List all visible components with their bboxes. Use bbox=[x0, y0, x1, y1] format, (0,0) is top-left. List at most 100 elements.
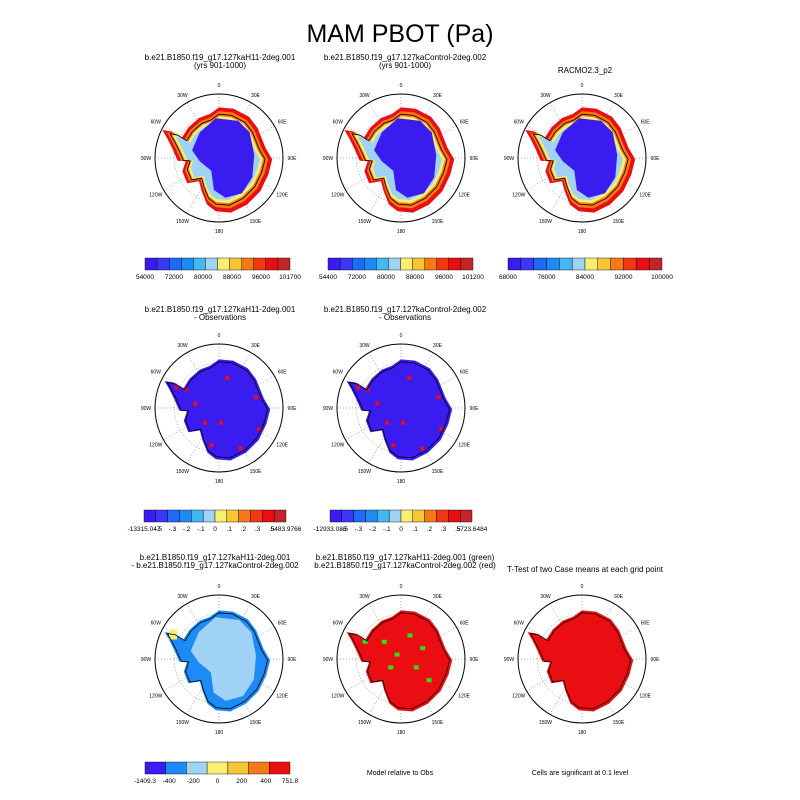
diff-cell-p4 bbox=[174, 385, 179, 390]
ring-label: 60E bbox=[278, 120, 288, 126]
ring-label: 180 bbox=[215, 730, 224, 736]
diff-cell-p4 bbox=[203, 420, 207, 425]
colorbar-label: 100000 bbox=[651, 274, 673, 281]
panel-title-p6: b.e21.B1850.f19_g17.127kaH11-2deg.001- b… bbox=[131, 553, 299, 570]
map-border-p1 bbox=[154, 93, 284, 223]
colorbar-box bbox=[448, 257, 462, 271]
ring-label: 120W bbox=[331, 694, 344, 700]
colorbar-label: 68000 bbox=[499, 274, 517, 281]
ring-label: 120W bbox=[149, 694, 162, 700]
ring-label: 60W bbox=[151, 370, 162, 376]
colorbar-box bbox=[400, 257, 413, 271]
colorbar-box bbox=[424, 257, 438, 271]
ring-label: 180 bbox=[215, 229, 224, 235]
ring-label: 150E bbox=[250, 720, 262, 726]
colorbar-box bbox=[144, 761, 166, 775]
colorbar-box bbox=[167, 509, 180, 523]
panel-title-p7: b.e21.B1850.f19_g17.127kaH11-2deg.001 (g… bbox=[314, 553, 496, 570]
panel-title-p1: b.e21.B1850.f19_g17.127kaH11-2deg.001 (yr… bbox=[144, 53, 296, 70]
diff-cell-p5 bbox=[439, 427, 444, 432]
diff-cell-p5 bbox=[375, 401, 380, 406]
colorbar-box bbox=[436, 257, 450, 271]
ring-label: 30W bbox=[540, 594, 551, 600]
diff-cell-p4 bbox=[183, 387, 188, 392]
colorbar-box bbox=[238, 509, 251, 523]
diff-cell-p5 bbox=[436, 395, 441, 400]
colorbar-label: 92000 bbox=[614, 274, 632, 281]
ring-label: 150W bbox=[358, 219, 371, 225]
colorbar-box bbox=[377, 509, 390, 523]
colorbar-box bbox=[329, 509, 343, 523]
compare-cell-p7 bbox=[426, 678, 432, 683]
colorbar-label: -.3 bbox=[355, 526, 363, 533]
map-p4: 0 30E 60E 90E 120E 150E 180 150W 120W 90W 60W 30W bbox=[141, 333, 297, 485]
colorbar-label: .1 bbox=[412, 526, 418, 533]
coastline-p6 bbox=[166, 612, 269, 710]
colorbar-label: .3 bbox=[441, 526, 447, 533]
colorbar-label: 84000 bbox=[576, 274, 594, 281]
colorbar-box bbox=[226, 509, 239, 523]
colorbar-box bbox=[533, 257, 547, 271]
panel-title-p3: RACMO2.3_p2 bbox=[557, 66, 613, 75]
ring-label: 0 bbox=[400, 333, 403, 339]
colorbar-label: 400 bbox=[260, 778, 271, 785]
colorbar-label: .5 bbox=[269, 526, 275, 533]
ring-label: 30W bbox=[177, 93, 188, 99]
colorbar-box bbox=[214, 509, 228, 523]
colorbar-box bbox=[572, 257, 586, 271]
colorbar-box bbox=[241, 257, 254, 271]
colorbar-label: -13315.047 bbox=[128, 526, 161, 533]
ring-label: 0 bbox=[581, 584, 584, 590]
colorbar-box bbox=[388, 257, 401, 271]
ring-label: 90W bbox=[323, 657, 334, 663]
colorbar-box bbox=[262, 509, 275, 523]
colorbar-box bbox=[341, 509, 354, 523]
ring-label: 90E bbox=[651, 156, 661, 162]
colorbar-box bbox=[156, 257, 170, 271]
colorbar-box bbox=[460, 257, 474, 271]
colorbar-box bbox=[597, 257, 611, 271]
ring-label: 30E bbox=[251, 594, 261, 600]
ring-label: 90E bbox=[651, 657, 661, 663]
colorbar-label: 54000 bbox=[136, 274, 154, 281]
colorbar-label: 101700 bbox=[279, 274, 301, 281]
map-p1: 0 30E 60E 90E 120E 150E 180 150W 120W 90W 60W 30W bbox=[141, 83, 297, 235]
ring-label: 180 bbox=[397, 229, 406, 235]
compare-cell-p7 bbox=[413, 665, 419, 670]
colorbar-box bbox=[217, 257, 230, 271]
colorbar-label: 200 bbox=[236, 778, 247, 785]
ring-label: 120E bbox=[458, 694, 470, 700]
ring-label: 150W bbox=[358, 720, 371, 726]
ring-label: 120W bbox=[512, 193, 525, 199]
ring-label: 30E bbox=[433, 343, 443, 349]
colorbar-label: -200 bbox=[187, 778, 200, 785]
ring-label: 120E bbox=[276, 694, 288, 700]
ring-label: 0 bbox=[218, 333, 221, 339]
ring-label: 0 bbox=[400, 584, 403, 590]
compare-cell-p7 bbox=[407, 633, 413, 638]
colorbar-box bbox=[353, 509, 366, 523]
ring-label: 60W bbox=[333, 370, 344, 376]
colorbar-box bbox=[520, 257, 534, 271]
map-border-p6 bbox=[154, 594, 284, 724]
ring-label: 120W bbox=[149, 443, 162, 449]
diff-cell-p4 bbox=[219, 420, 223, 425]
map-border-p2 bbox=[336, 93, 466, 223]
colorbar-box bbox=[248, 761, 270, 775]
diff-cell-p5 bbox=[385, 420, 389, 425]
colorbar-label: -.1 bbox=[383, 526, 391, 533]
ring-label: 120W bbox=[149, 193, 162, 199]
colorbar-p1: 54000 72000 80000 88000 96000 101700 bbox=[136, 257, 301, 281]
map-p7: 0 30E 60E 90E 120E 150E 180 150W 120W 90W 60W 30W bbox=[323, 584, 479, 736]
diff-field-p5 bbox=[346, 359, 453, 461]
colorbar-box bbox=[365, 509, 378, 523]
colorbar-box bbox=[649, 257, 663, 271]
diff-cell-p5 bbox=[407, 376, 412, 380]
ttest-field-p8 bbox=[527, 610, 634, 712]
colorbar-box bbox=[229, 257, 242, 271]
ring-label: 0 bbox=[400, 83, 403, 89]
compare-field-p7 bbox=[346, 610, 453, 712]
diff-cell-p4 bbox=[238, 446, 243, 451]
colorbar-box bbox=[165, 761, 187, 775]
